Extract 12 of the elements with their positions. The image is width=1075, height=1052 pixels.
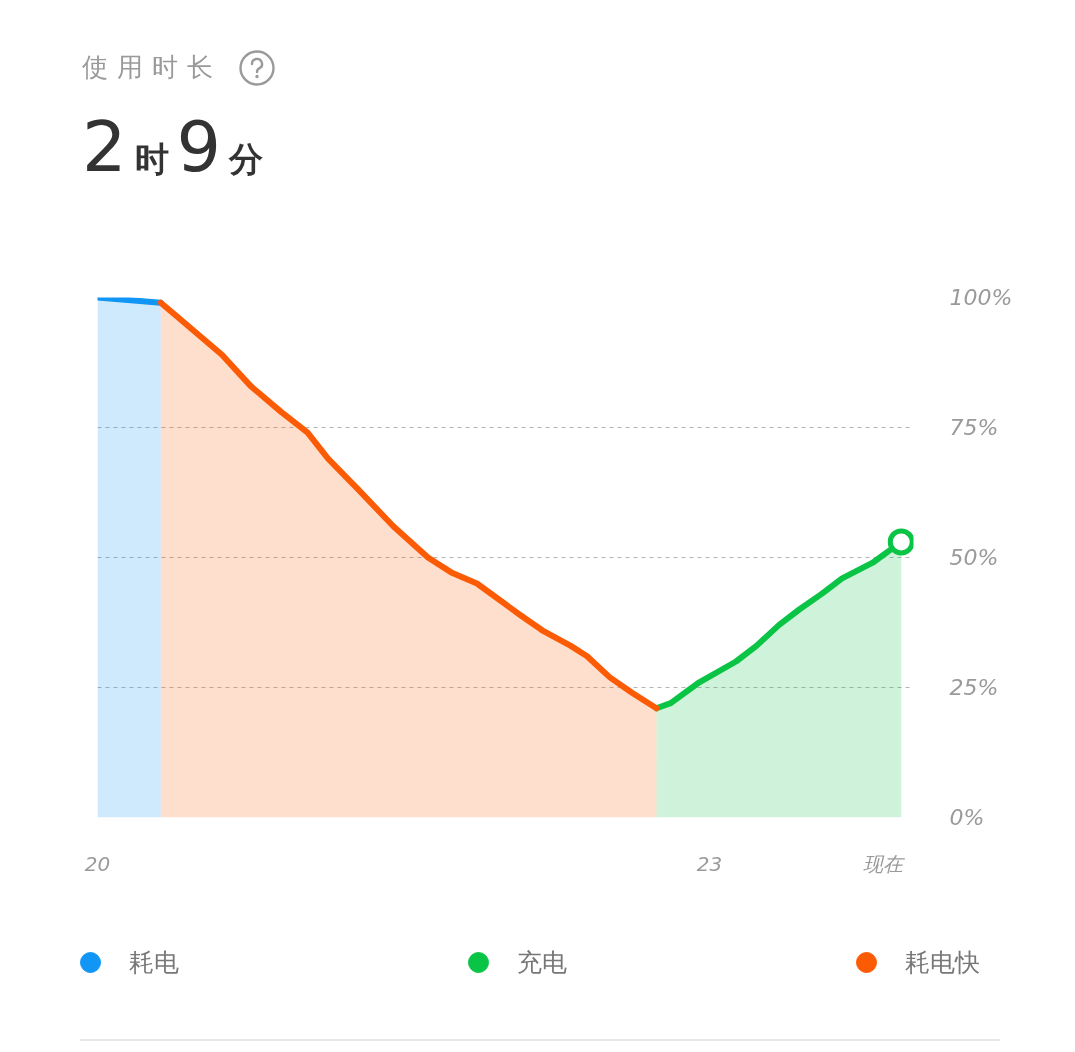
y-tick-label: 75% bbox=[949, 415, 999, 440]
x-tick-label: 现在 bbox=[862, 851, 906, 876]
y-tick-label: 25% bbox=[949, 675, 999, 700]
legend-label: 充电 bbox=[517, 946, 567, 979]
x-tick-label: 23 bbox=[696, 851, 723, 876]
legend-label: 耗电快 bbox=[905, 946, 980, 979]
x-tick-label: 20 bbox=[84, 851, 111, 876]
y-tick-label: 50% bbox=[949, 545, 999, 570]
y-tick-label: 100% bbox=[949, 285, 1013, 310]
legend-label: 耗电 bbox=[129, 946, 179, 979]
chart-title: 使用时长 bbox=[82, 51, 222, 85]
y-tick-label: 0% bbox=[949, 805, 985, 830]
